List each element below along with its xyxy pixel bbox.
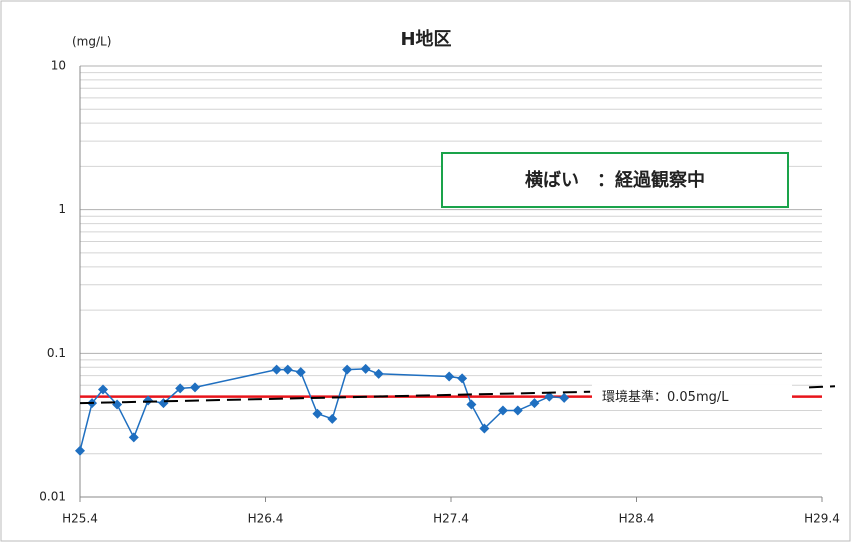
y-unit-label: (mg/L) (72, 35, 111, 49)
data-point (559, 392, 570, 403)
chart-title: H地区 (400, 28, 451, 50)
data-point (75, 445, 85, 456)
data-point (327, 413, 338, 424)
data-point (444, 371, 455, 382)
y-tick-label: 0.01 (39, 490, 66, 504)
data-point (360, 363, 371, 374)
y-tick-label: 10 (51, 59, 66, 73)
data-point (282, 364, 293, 375)
reference-label: 環境基準：0.05mg/L (602, 389, 729, 405)
x-tick-label: H28.4 (619, 512, 655, 526)
data-point (512, 405, 523, 416)
data-point (466, 399, 477, 410)
data-point (143, 395, 154, 406)
data-point (295, 367, 306, 378)
data-point (128, 432, 139, 443)
data-point (271, 364, 282, 375)
annotation-text: 横ばい ：経過観察中 (525, 169, 705, 191)
reference-label-bg (592, 384, 792, 409)
x-tick-label: H29.4 (804, 512, 840, 526)
data-point (529, 398, 540, 409)
data-point (312, 408, 323, 419)
data-point (544, 391, 555, 402)
series-line (79, 385, 836, 405)
y-tick-label: 0.1 (47, 346, 66, 360)
x-tick-label: H25.4 (62, 512, 98, 526)
data-point (373, 368, 384, 379)
series-line (79, 368, 565, 451)
data-point (342, 364, 353, 375)
y-tick-label: 1 (58, 202, 66, 216)
data-point (497, 405, 508, 416)
x-tick-label: H26.4 (248, 512, 284, 526)
annotation-box (441, 152, 789, 208)
data-point (479, 423, 490, 434)
data-point (190, 382, 201, 393)
data-point (98, 384, 109, 395)
data-point (175, 383, 186, 394)
x-tick-label: H27.4 (433, 512, 469, 526)
data-point (457, 373, 468, 384)
